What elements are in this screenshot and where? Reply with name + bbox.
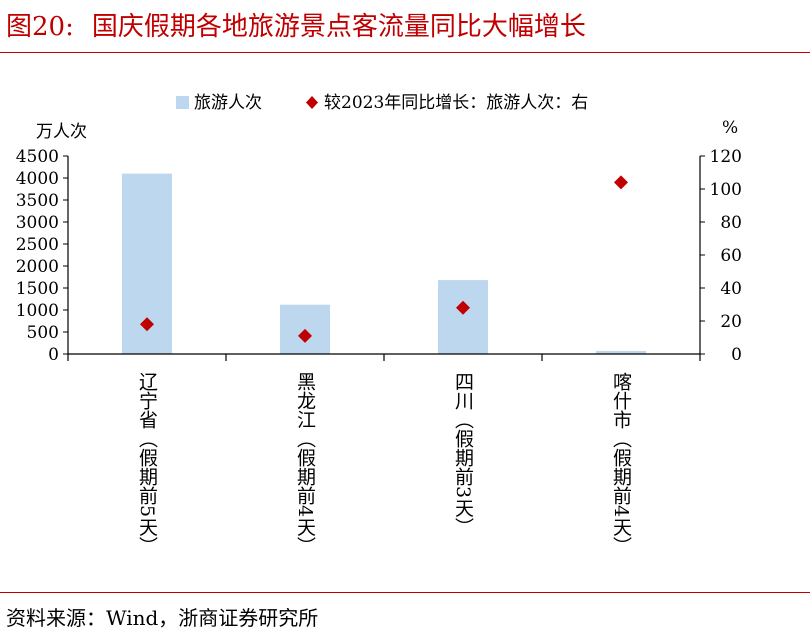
y-right-tick-label: 20 <box>720 312 742 332</box>
y-left-tick-label: 1000 <box>16 301 59 321</box>
y-left-tick-label: 2500 <box>16 235 59 255</box>
x-tick-label: 辽宁省（假期前5天） <box>136 372 158 555</box>
bar <box>596 350 646 354</box>
chart: 旅游人次 较2023年同比增长：旅游人次：右 万人次 % 05001000150… <box>16 93 742 555</box>
figure-title-text: 国庆假期各地旅游景点客流量同比大幅增长 <box>91 12 586 42</box>
y-left-tick-label: 3500 <box>16 191 59 211</box>
scatter-series <box>140 175 628 343</box>
x-tick-label: 喀什市（假期前4天） <box>610 372 632 555</box>
y-left-tick-label: 1500 <box>16 279 59 299</box>
y-left-tick-label: 4500 <box>16 147 59 167</box>
legend-label-diamond: 较2023年同比增长：旅游人次：右 <box>324 93 588 113</box>
category-labels: 辽宁省（假期前5天） 黑龙江（假期前4天） 四川（假期前3天） 喀什市（假期前4天） <box>136 372 632 555</box>
y-left-tick-label: 3000 <box>16 213 59 233</box>
figure-number: 图20: <box>6 12 74 42</box>
y-right-tick-label: 60 <box>720 246 742 266</box>
y-right-tick-label: 100 <box>710 180 742 200</box>
y-left-tick-label: 4000 <box>16 169 59 189</box>
figure-title: 图20: 国庆假期各地旅游景点客流量同比大幅增长 <box>6 6 586 43</box>
y-left-unit: 万人次 <box>36 122 87 142</box>
footer-divider <box>0 592 810 593</box>
y-left-tick-label: 500 <box>27 323 59 343</box>
y-right-tick-label: 120 <box>710 147 742 167</box>
x-tick-label: 四川（假期前3天） <box>452 372 474 536</box>
y-left-tick-label: 2000 <box>16 257 59 277</box>
y-right-unit: % <box>722 118 738 138</box>
scatter-point <box>298 328 312 343</box>
y-right-tick-label: 40 <box>720 279 742 299</box>
legend-label-bar: 旅游人次 <box>194 93 262 113</box>
scatter-point <box>614 175 628 190</box>
source-note: 资料来源：Wind，浙商证券研究所 <box>6 606 319 630</box>
title-divider <box>0 52 810 53</box>
bar-series <box>122 173 646 354</box>
axes <box>67 156 701 361</box>
legend-swatch-diamond <box>306 96 318 109</box>
y-left-tick-label: 0 <box>48 345 59 365</box>
bar <box>438 280 488 354</box>
scatter-point <box>140 317 154 332</box>
y-right-tick-label: 80 <box>720 213 742 233</box>
y-right-ticks: 0 20 40 60 80 100 120 <box>700 147 742 365</box>
x-tick-label: 黑龙江（假期前4天） <box>294 372 316 555</box>
legend-swatch-bar <box>176 96 189 109</box>
y-right-tick-label: 0 <box>731 345 742 365</box>
legend: 旅游人次 较2023年同比增长：旅游人次：右 <box>176 93 588 113</box>
scatter-point <box>456 300 470 315</box>
